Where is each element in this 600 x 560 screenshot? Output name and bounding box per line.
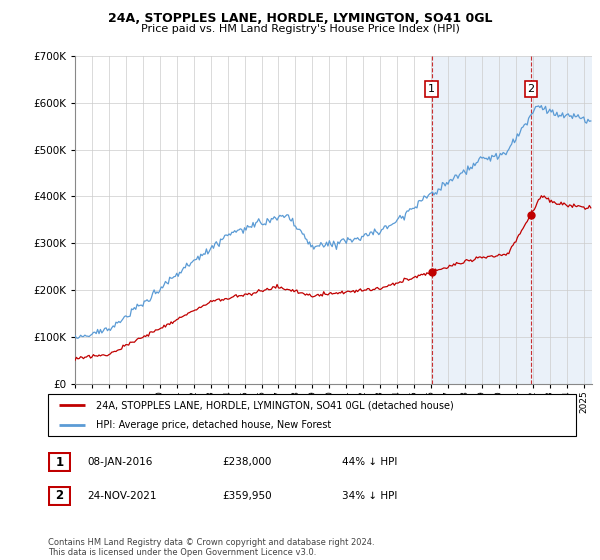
Bar <box>431 56 592 384</box>
Text: 44% ↓ HPI: 44% ↓ HPI <box>342 457 397 467</box>
Text: 24A, STOPPLES LANE, HORDLE, LYMINGTON, SO41 0GL (detached house): 24A, STOPPLES LANE, HORDLE, LYMINGTON, S… <box>95 400 453 410</box>
Text: 1: 1 <box>55 455 64 469</box>
Text: 2: 2 <box>55 489 64 502</box>
Text: £238,000: £238,000 <box>222 457 271 467</box>
Text: HPI: Average price, detached house, New Forest: HPI: Average price, detached house, New … <box>95 420 331 430</box>
Text: Price paid vs. HM Land Registry's House Price Index (HPI): Price paid vs. HM Land Registry's House … <box>140 24 460 34</box>
Text: 2: 2 <box>527 84 535 94</box>
Text: 24A, STOPPLES LANE, HORDLE, LYMINGTON, SO41 0GL: 24A, STOPPLES LANE, HORDLE, LYMINGTON, S… <box>108 12 492 25</box>
Text: 24-NOV-2021: 24-NOV-2021 <box>87 491 157 501</box>
Text: 34% ↓ HPI: 34% ↓ HPI <box>342 491 397 501</box>
Text: Contains HM Land Registry data © Crown copyright and database right 2024.
This d: Contains HM Land Registry data © Crown c… <box>48 538 374 557</box>
FancyBboxPatch shape <box>49 487 70 505</box>
FancyBboxPatch shape <box>48 394 576 436</box>
Text: 08-JAN-2016: 08-JAN-2016 <box>87 457 152 467</box>
FancyBboxPatch shape <box>49 453 70 471</box>
Text: £359,950: £359,950 <box>222 491 272 501</box>
Text: 1: 1 <box>428 84 435 94</box>
